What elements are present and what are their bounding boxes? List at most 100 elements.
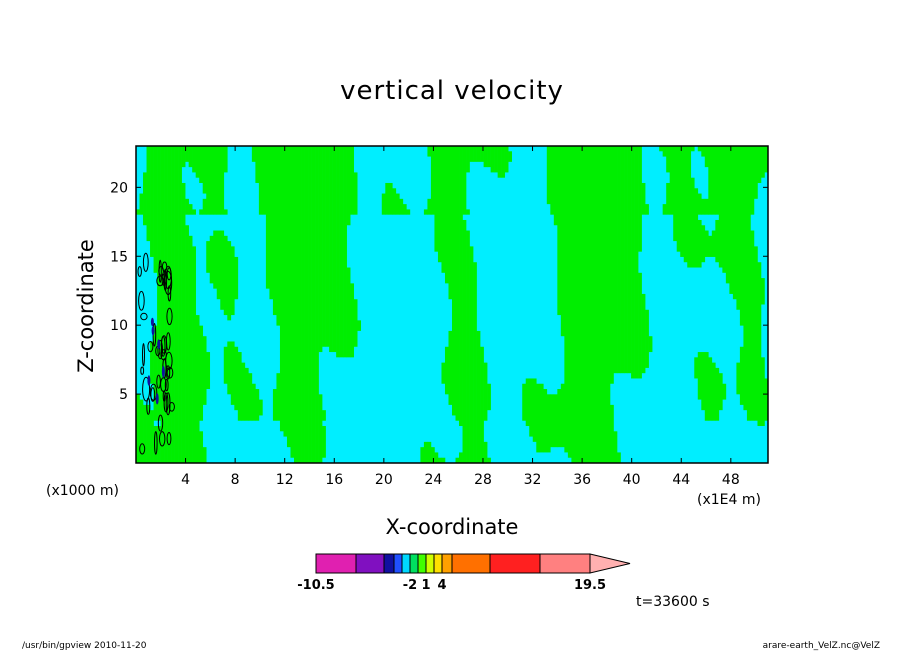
x-tick-label: 32 [524,472,542,488]
positive-region [722,383,727,400]
positive-region [602,146,607,463]
positive-region [423,209,428,215]
positive-region [711,146,716,215]
positive-region [627,146,632,374]
positive-region [666,146,670,173]
x-tick-label: 44 [672,472,690,488]
positive-region [441,457,446,463]
positive-region [255,389,260,421]
y-tick-label: 20 [110,180,128,196]
positive-region [213,146,218,215]
positive-region [743,146,748,411]
positive-region [550,394,555,448]
contour-line [156,275,164,287]
colorbar: -10.5 -2 1 4 19.5 [297,553,631,593]
positive-region [610,404,614,463]
positive-region [480,346,484,463]
positive-region [322,410,326,421]
x-tick-label: 36 [573,472,591,488]
positive-region [223,209,228,215]
positive-region [504,146,509,173]
positive-region [209,146,214,215]
contour-line [158,259,162,283]
positive-region [206,241,211,273]
positive-region [645,204,649,215]
positive-region [181,146,186,168]
positive-region [669,146,674,215]
positive-region [718,373,723,411]
positive-region [160,146,165,463]
positive-region [662,204,667,215]
downdraft-core [150,317,154,327]
positive-region [283,146,288,437]
positive-region [192,209,196,215]
positive-region [711,230,716,257]
x-tick-label: 12 [276,472,294,488]
positive-region [610,146,614,384]
positive-region [223,346,228,384]
positive-region [760,357,765,427]
positive-region [574,146,579,463]
x-tick-label: 40 [623,472,641,488]
positive-region [715,146,720,215]
contour-line [138,290,145,311]
positive-region [178,146,182,463]
positive-region [588,146,593,463]
positive-region [697,352,702,400]
y-tick-label: 5 [119,387,128,403]
positive-region [304,146,309,463]
positive-region [269,146,274,300]
positive-region [704,352,709,421]
positive-region [701,146,706,157]
positive-region [680,146,685,257]
positive-region [202,146,207,194]
positive-region [483,441,488,463]
positive-region [399,198,404,215]
downdraft-core [147,375,151,386]
contour-line [165,392,171,416]
positive-region [718,146,723,268]
positive-region [494,146,498,173]
positive-region [539,383,544,453]
positive-region [715,367,720,421]
positive-region [641,182,646,215]
positive-region [567,146,572,458]
positive-region [466,209,470,215]
positive-region [353,172,358,215]
colorbar-swatch [433,553,443,574]
contour-line [157,414,164,432]
positive-region [139,193,144,215]
positive-region [301,146,305,463]
colorbar-swatch [383,553,395,574]
positive-region [237,352,242,421]
positive-region [146,404,151,463]
positive-region [174,146,179,463]
positive-region [631,146,635,379]
positive-region [251,383,256,421]
positive-region [434,146,439,252]
contour-line [139,443,146,455]
positive-region [276,146,281,326]
x-axis-unit-right: (x1E4 m) [697,492,761,508]
positive-region [662,146,667,157]
positive-region [325,146,330,347]
positive-region [480,146,484,162]
positive-region [536,383,541,453]
contour-line [163,392,169,413]
positive-region [704,146,709,168]
downdraft-core [155,393,159,405]
positive-region [430,146,435,215]
positive-region [473,146,477,162]
positive-region [244,367,249,421]
positive-region [241,362,246,421]
positive-region [746,146,751,421]
positive-region [318,394,323,463]
positive-region [560,383,565,448]
positive-region [638,146,642,252]
contour-line [166,365,171,380]
positive-region [272,389,277,421]
x-tick-label: 16 [325,472,343,488]
positive-region [139,399,144,463]
positive-region [645,309,649,368]
